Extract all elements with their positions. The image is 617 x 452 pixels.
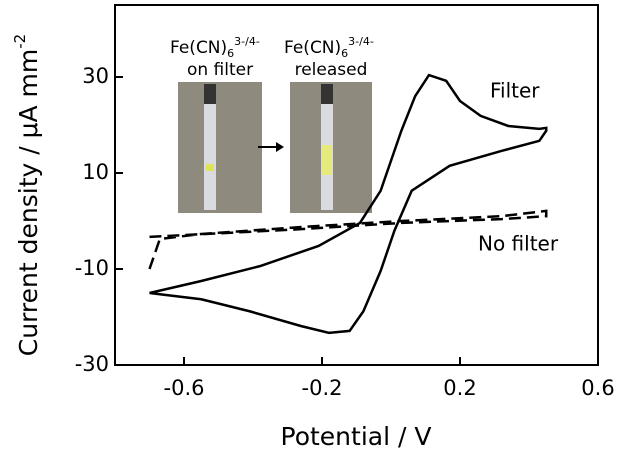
y-tick-label: -30 [75, 352, 109, 376]
x-tick-label: -0.6 [164, 376, 205, 400]
y-axis-label: Current density / μA mm-2 [11, 34, 44, 356]
annotation: Fe(CN)63-/4- [284, 35, 374, 60]
tube [204, 84, 216, 210]
tube-cap [204, 84, 216, 104]
series-line [148, 209, 548, 270]
annotation: Fe(CN)63-/4- [170, 35, 260, 60]
x-axis-label: Potential / V [281, 422, 432, 451]
plot-frame [114, 4, 599, 366]
y-axis-label-superscript: -2 [11, 34, 29, 49]
y-tick-label: 30 [82, 64, 109, 88]
annotation: released [295, 60, 368, 80]
filter-spot [206, 164, 214, 171]
x-tick-label: 0.6 [581, 376, 614, 400]
series-line [149, 73, 548, 335]
tube-cap [321, 84, 333, 104]
subscript: 6 [341, 47, 348, 60]
superscript: 3-/4- [348, 35, 374, 48]
arrow-head [276, 142, 284, 152]
photo-left [178, 82, 262, 213]
x-tick-label: -0.2 [302, 376, 343, 400]
series-label: No filter [478, 232, 559, 256]
y-tick-label: 10 [82, 160, 109, 184]
x-tick-label: 0.2 [443, 376, 476, 400]
y-axis-label-main: Current density / μA mm [14, 49, 43, 356]
inset-photos [178, 82, 372, 213]
superscript: 3-/4- [234, 35, 260, 48]
series-label: Filter [490, 79, 540, 103]
formula: Fe(CN) [170, 38, 227, 58]
annotation: on filter [187, 60, 253, 80]
formula: Fe(CN) [284, 38, 341, 58]
released-solution [322, 145, 332, 175]
y-tick-label: -10 [75, 256, 109, 280]
subscript: 6 [227, 47, 234, 60]
